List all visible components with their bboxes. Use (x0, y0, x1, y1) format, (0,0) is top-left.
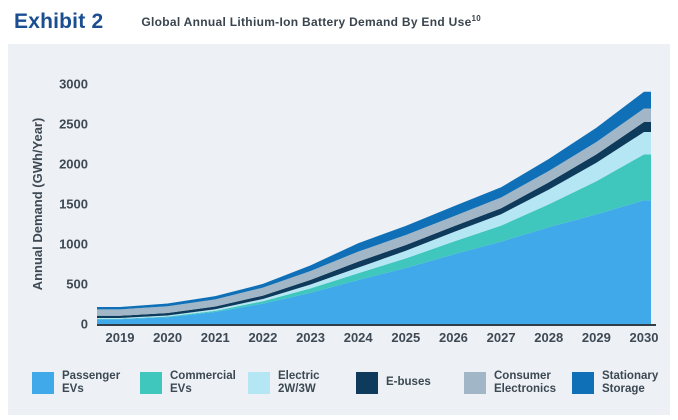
legend-label: Stationary Storage (602, 369, 659, 395)
x-tick-label: 2028 (534, 330, 563, 345)
x-tick-label: 2023 (296, 330, 325, 345)
legend-item-e-buses: E-buses (356, 370, 431, 396)
legend-swatch (356, 372, 378, 394)
legend-item-passenger-evs: Passenger EVs (32, 370, 120, 396)
legend-swatch (248, 372, 270, 394)
x-tick-label: 2025 (391, 330, 420, 345)
chart-title: Global Annual Lithium-Ion Battery Demand… (141, 14, 482, 30)
y-tick-label: 1000 (59, 237, 88, 252)
y-tick-label: 2000 (59, 157, 88, 172)
legend-swatch (32, 372, 54, 394)
x-tick-label: 2022 (248, 330, 277, 345)
y-tick-label: 3000 (59, 77, 88, 92)
y-tick-label: 500 (66, 277, 88, 292)
stacked-area-chart: 0 500 1000 1500 2000 2500 3000 2019 2020 2021 2022… (30, 77, 659, 346)
legend-label: Electric 2W/3W (278, 369, 320, 395)
x-tick-label: 2020 (153, 330, 182, 345)
y-axis-title: Annual Demand (GWh/Year) (30, 118, 45, 291)
legend-label: Commercial EVs (170, 369, 236, 395)
y-tick-label: 2500 (59, 117, 88, 132)
legend-swatch (464, 372, 486, 394)
legend-item-stationary-storage: Stationary Storage (572, 370, 658, 396)
chart-panel: 0 500 1000 1500 2000 2500 3000 2019 2020 2021 2022… (8, 44, 670, 415)
legend-swatch (140, 372, 162, 394)
y-tick-label: 1500 (59, 197, 88, 212)
legend-item-commercial-evs: Commercial EVs (140, 370, 236, 396)
legend-item-electric-2w-3w: Electric 2W/3W (248, 370, 320, 396)
chart-legend: Passenger EVs Commercial EVs Electric 2W/3… (8, 370, 670, 410)
legend-label: Consumer Electronics (494, 369, 556, 395)
x-tick-label: 2019 (106, 330, 135, 345)
x-tick-label: 2027 (487, 330, 516, 345)
chart-title-text: Global Annual Lithium-Ion Battery Demand… (141, 15, 472, 29)
legend-item-consumer-electronics: Consumer Electronics (464, 370, 556, 396)
legend-label: Passenger EVs (62, 369, 121, 395)
x-tick-label: 2026 (439, 330, 468, 345)
exhibit-label: Exhibit 2 (14, 10, 104, 33)
x-tick-label: 2030 (630, 330, 659, 345)
legend-swatch (572, 372, 594, 394)
area-series-passenger-evs (97, 200, 651, 324)
x-tick-label: 2029 (582, 330, 611, 345)
y-tick-label: 0 (81, 317, 88, 332)
x-tick-label: 2024 (344, 330, 374, 345)
footnote-marker: 10 (471, 14, 482, 23)
chart-header: Exhibit 2 Global Annual Lithium-Ion Batt… (14, 4, 670, 40)
legend-label: E-buses (386, 376, 431, 389)
x-tick-label: 2021 (201, 330, 230, 345)
